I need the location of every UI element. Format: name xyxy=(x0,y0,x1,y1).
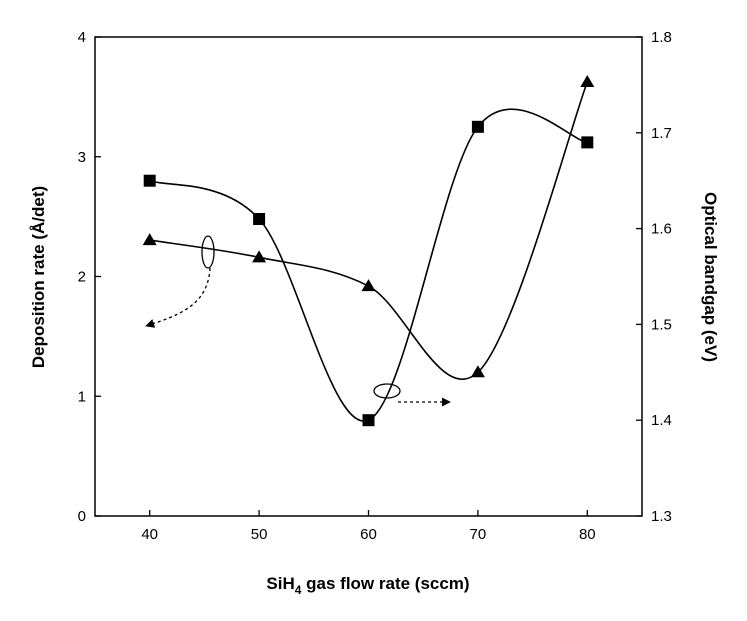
curve-group xyxy=(149,81,589,422)
x-tick-label: 60 xyxy=(360,526,377,543)
x-axis-title: SiH4 gas flow rate (sccm) xyxy=(266,574,469,597)
y-right-tick-label: 1.6 xyxy=(651,221,672,238)
square-marker xyxy=(471,120,484,133)
tick-group: 40 50 60 70 80 0 1 2 3 4 1.3 1.4 1.5 1.6 1.7 1.8 xyxy=(78,29,672,543)
marker-group xyxy=(142,75,595,427)
x-tick-label: 80 xyxy=(579,526,596,543)
square-marker xyxy=(143,174,156,187)
left-axis-arrow xyxy=(145,267,211,328)
y-left-tick-label: 3 xyxy=(78,149,86,166)
square-marker xyxy=(253,213,266,226)
y-right-tick-label: 1.7 xyxy=(651,125,672,142)
y-right-tick-label: 1.3 xyxy=(651,508,672,525)
x-tick-label: 70 xyxy=(470,526,487,543)
y-left-tick-label: 1 xyxy=(78,388,86,405)
y-right-tick-label: 1.4 xyxy=(651,412,672,429)
triangle-marker xyxy=(252,250,267,263)
y-axis-right-title: Optical bandgap (eV) xyxy=(701,192,720,362)
x-tick-label: 50 xyxy=(251,526,268,543)
series-annotations xyxy=(145,235,451,407)
triangle-marker xyxy=(580,75,595,88)
y-left-tick-label: 4 xyxy=(78,29,86,46)
x-tick-label: 40 xyxy=(141,526,158,543)
series-2-curve xyxy=(149,81,589,381)
square-marker xyxy=(581,136,594,149)
triangle-marker xyxy=(142,233,157,246)
y-right-tick-label: 1.5 xyxy=(651,316,672,333)
triangle-marker xyxy=(361,279,376,292)
series-1-curve xyxy=(149,108,588,422)
y-axis-left-title: Deposition rate (Å/det) xyxy=(29,186,48,368)
left-axis-series-indicator xyxy=(201,235,215,269)
plot-frame xyxy=(94,36,643,517)
y-right-tick-label: 1.8 xyxy=(651,29,672,46)
y-left-tick-label: 2 xyxy=(78,269,86,286)
y-left-tick-label: 0 xyxy=(78,508,86,525)
right-axis-series-indicator xyxy=(373,383,401,399)
triangle-marker xyxy=(470,365,485,378)
square-marker xyxy=(362,414,375,427)
